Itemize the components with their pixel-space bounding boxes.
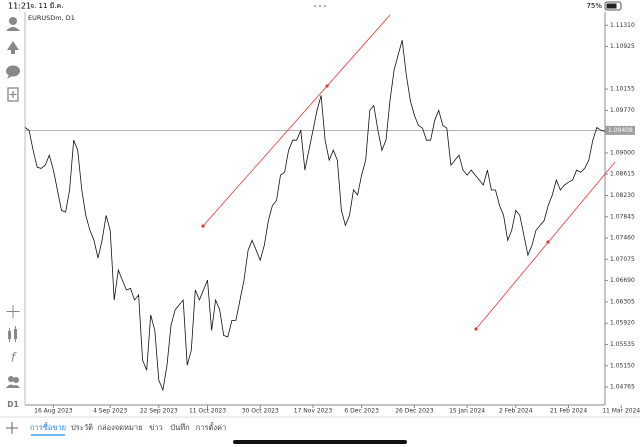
y-tick-label: 1.08615 bbox=[610, 171, 635, 178]
top-dots bbox=[314, 5, 326, 7]
add-button[interactable] bbox=[6, 422, 18, 434]
y-tick-label: 1.05150 bbox=[610, 362, 635, 369]
x-tick-label: 16 Aug 2023 bbox=[34, 408, 73, 415]
new-doc-icon[interactable] bbox=[7, 87, 19, 102]
y-tick-label: 1.06690 bbox=[610, 277, 635, 284]
y-tick-label: 1.05535 bbox=[610, 341, 635, 348]
x-tick-label: 2 Feb 2024 bbox=[499, 408, 533, 415]
trend-lines bbox=[201, 14, 616, 331]
y-tick-label: 1.08230 bbox=[610, 192, 635, 199]
battery-icon bbox=[604, 1, 622, 11]
tab[interactable]: กล่องจดหมาย bbox=[97, 423, 142, 432]
plot bbox=[24, 40, 606, 392]
x-tick-label: 22 Sep 2023 bbox=[140, 408, 178, 415]
tab[interactable]: ข่าว bbox=[149, 423, 163, 432]
x-tick-label: 4 Sep 2023 bbox=[93, 408, 127, 415]
y-tick-label: 1.05920 bbox=[610, 320, 635, 327]
chat-icon[interactable] bbox=[6, 65, 20, 80]
x-tick-label: 11 Mar 2024 bbox=[602, 408, 640, 415]
y-tick-label: 1.07460 bbox=[610, 235, 635, 242]
status-date: จ. 11 มี.ค. bbox=[30, 2, 63, 10]
x-tick-label: 17 Nov 2023 bbox=[294, 408, 333, 415]
trend-line[interactable] bbox=[202, 14, 391, 227]
tab[interactable]: บันทึก bbox=[170, 423, 189, 432]
objects-icon[interactable] bbox=[6, 376, 20, 388]
x-tick-label: 6 Dec 2023 bbox=[344, 408, 379, 415]
trend-point[interactable] bbox=[325, 84, 329, 88]
timeframe[interactable]: D1 bbox=[7, 400, 18, 409]
trend-point[interactable] bbox=[474, 327, 478, 331]
y-tick-label: 1.07845 bbox=[610, 213, 635, 220]
y-tick-label: 1.10925 bbox=[610, 43, 635, 50]
x-tick-label: 15 Jan 2024 bbox=[449, 408, 485, 415]
current-price-box bbox=[605, 125, 635, 135]
tab[interactable]: ประวัติ bbox=[71, 423, 93, 432]
tab[interactable]: การซื้อขาย bbox=[30, 422, 66, 432]
sidebar: f D1 bbox=[6, 17, 20, 409]
candles-icon[interactable] bbox=[8, 326, 17, 342]
crosshair-icon[interactable] bbox=[6, 305, 20, 318]
trend-line[interactable] bbox=[475, 161, 616, 330]
y-tick-label: 1.11310 bbox=[610, 22, 635, 29]
tab[interactable]: การตั้งค่า bbox=[196, 422, 227, 432]
chart-title: EURUSDm, D1 bbox=[28, 14, 75, 22]
x-tick-label: 30 Oct 2023 bbox=[242, 408, 279, 415]
x-tick-label: 21 Feb 2024 bbox=[550, 408, 588, 415]
battery-level bbox=[606, 3, 617, 9]
y-tick-label: 1.09770 bbox=[610, 107, 635, 114]
home-indicator bbox=[233, 440, 407, 444]
y-tick-label: 1.06305 bbox=[610, 298, 635, 305]
status-battery: 75% bbox=[586, 2, 602, 10]
trend-point[interactable] bbox=[201, 224, 205, 228]
current-price-label: 1.09408 bbox=[608, 127, 633, 134]
x-tick-label: 11 Oct 2023 bbox=[189, 408, 226, 415]
trend-point[interactable] bbox=[546, 240, 550, 244]
price-line bbox=[24, 40, 606, 392]
tab-bar: การซื้อขาย ประวัติ กล่องจดหมาย ข่าว บันทึก กา… bbox=[30, 422, 227, 436]
y-tick-label: 1.07075 bbox=[610, 256, 635, 263]
status-time: 11:21 bbox=[8, 2, 31, 11]
y-tick-label: 1.09000 bbox=[610, 149, 635, 156]
account-icon[interactable] bbox=[6, 17, 20, 31]
x-tick-label: 26 Dec 2023 bbox=[395, 408, 434, 415]
y-tick-label: 1.10155 bbox=[610, 86, 635, 93]
indicator-icon[interactable]: f bbox=[11, 351, 17, 365]
y-tick-label: 1.04765 bbox=[610, 384, 635, 391]
trade-icon[interactable] bbox=[7, 41, 19, 54]
